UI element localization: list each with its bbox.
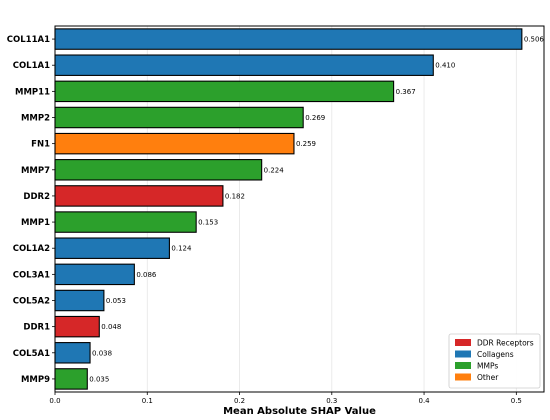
legend-swatch [455, 362, 471, 369]
x-tick-label: 0.4 [418, 397, 430, 405]
bar-col11a1 [54, 28, 523, 50]
category-label: COL3A1 [13, 270, 50, 280]
bar-fn1 [54, 132, 295, 155]
value-label: 0.506 [524, 36, 545, 44]
value-label: 0.410 [435, 62, 455, 70]
category-label: MMP2 [21, 114, 50, 124]
bar-mmp9 [54, 368, 88, 390]
value-label: 0.259 [296, 140, 316, 148]
category-label: MMP9 [21, 375, 50, 385]
bar-ddr2 [54, 185, 224, 207]
legend: DDR Receptors Collagens MMPs Other [448, 333, 541, 389]
category-labels: COL11A1 COL1A1 MMP11 MMP2 FN1 MMP7 DDR2 MMP1 COL… [7, 35, 55, 385]
bar-mmp1 [54, 211, 197, 233]
value-label: 0.035 [89, 375, 109, 383]
value-label: 0.048 [101, 323, 121, 331]
legend-box [448, 333, 541, 389]
category-label: DDR1 [23, 323, 50, 333]
x-tick-label: 0.5 [511, 397, 522, 405]
value-label: 0.224 [264, 166, 285, 174]
value-label: 0.038 [92, 349, 112, 357]
value-label: 0.367 [396, 88, 416, 96]
bar-mmp7 [54, 159, 263, 181]
x-tick-label: 0.3 [326, 397, 337, 405]
category-label: COL5A1 [13, 349, 50, 359]
x-axis-title: Mean Absolute SHAP Value [223, 406, 376, 417]
category-label: MMP7 [21, 166, 50, 176]
value-label: 0.153 [198, 219, 218, 227]
value-label: 0.053 [106, 297, 126, 305]
legend-label: Collagens [477, 350, 514, 359]
value-label: 0.269 [305, 114, 325, 122]
legend-label: DDR Receptors [477, 339, 534, 348]
value-label: 0.182 [225, 192, 245, 200]
bar-col1a2 [54, 237, 170, 259]
x-tick-label: 0.1 [142, 397, 153, 405]
category-label: COL1A1 [13, 61, 50, 71]
value-label: 0.124 [171, 245, 192, 253]
x-ticks: 0.0 0.1 0.2 0.3 0.4 0.5 [49, 392, 522, 405]
legend-swatch [455, 373, 471, 381]
x-tick-label: 0.2 [234, 397, 245, 405]
plot-frame [54, 25, 545, 393]
category-label: COL1A2 [13, 244, 50, 254]
legend-label: Other [477, 373, 499, 382]
category-label: FN1 [31, 140, 50, 150]
bar-ddr1 [54, 315, 100, 338]
bar-mmp2 [54, 106, 304, 129]
x-tick-label: 0.0 [49, 397, 60, 405]
bar-col3a1 [54, 263, 135, 286]
category-label: MMP11 [15, 87, 50, 97]
bar-col5a2 [54, 289, 105, 312]
bar-mmp11 [54, 80, 395, 103]
legend-swatch [455, 350, 471, 358]
category-label: COL11A1 [7, 35, 50, 45]
legend-label: MMPs [477, 362, 498, 371]
bar-col5a1 [54, 342, 91, 364]
category-label: COL5A2 [13, 297, 50, 307]
value-labels: 0.506 0.410 0.367 0.269 0.259 0.224 0.182 0.153… [89, 36, 544, 384]
category-label: DDR2 [23, 192, 50, 202]
legend-swatch [455, 339, 471, 346]
category-label: MMP1 [21, 218, 50, 228]
bar-col1a1 [54, 54, 434, 76]
value-label: 0.086 [136, 271, 157, 279]
